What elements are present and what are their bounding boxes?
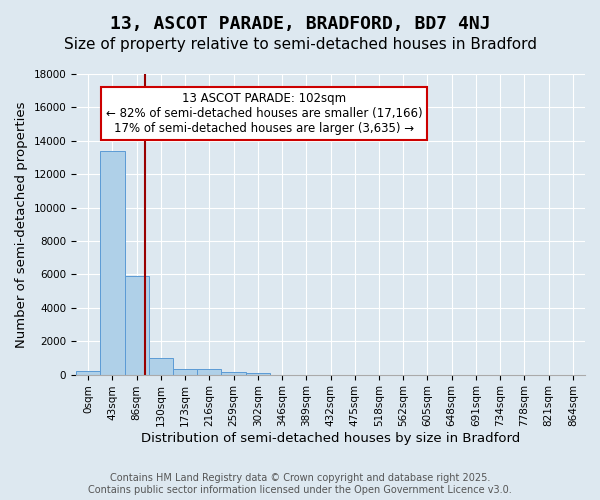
Bar [221,372,245,374]
Bar [245,373,270,374]
Bar [100,151,125,374]
Text: 13, ASCOT PARADE, BRADFORD, BD7 4NJ: 13, ASCOT PARADE, BRADFORD, BD7 4NJ [110,15,490,33]
Bar [173,369,197,374]
Text: 13 ASCOT PARADE: 102sqm
← 82% of semi-detached houses are smaller (17,166)
17% o: 13 ASCOT PARADE: 102sqm ← 82% of semi-de… [106,92,422,135]
X-axis label: Distribution of semi-detached houses by size in Bradford: Distribution of semi-detached houses by … [141,432,520,445]
Text: Size of property relative to semi-detached houses in Bradford: Size of property relative to semi-detach… [64,38,536,52]
Bar [149,358,173,374]
Bar [125,276,149,374]
Bar [76,372,100,374]
Text: Contains HM Land Registry data © Crown copyright and database right 2025.
Contai: Contains HM Land Registry data © Crown c… [88,474,512,495]
Bar [197,369,221,374]
Y-axis label: Number of semi-detached properties: Number of semi-detached properties [15,101,28,348]
